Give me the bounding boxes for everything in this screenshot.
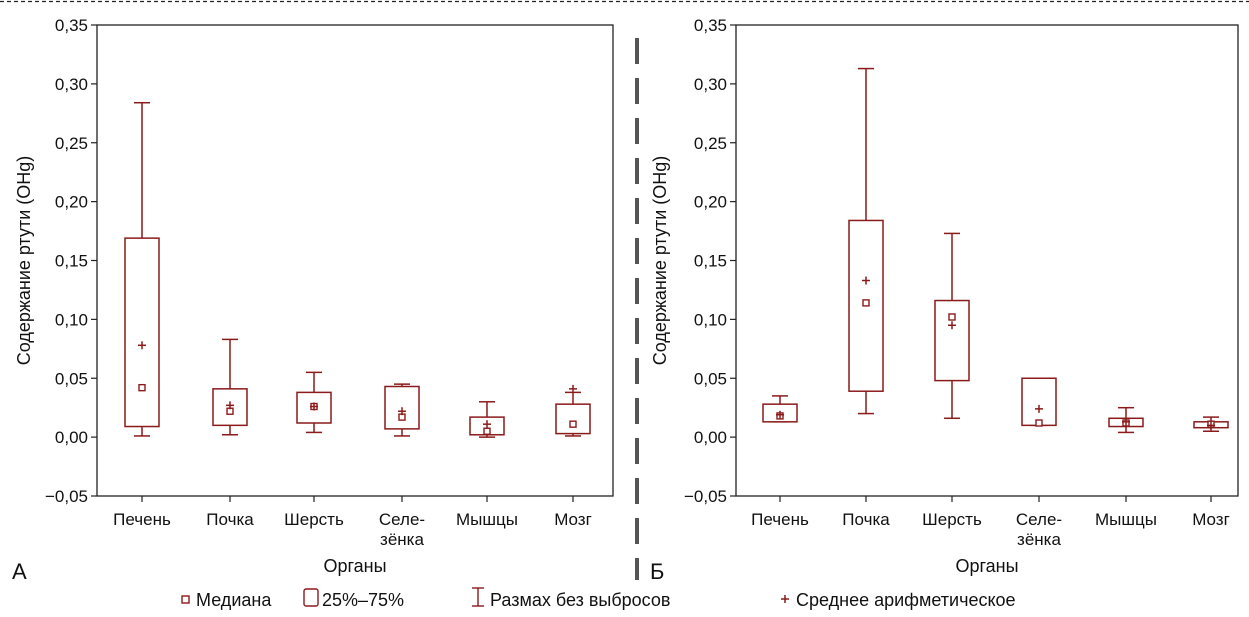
y-axis-label: Содержание ртути (ОНg)	[650, 156, 670, 366]
y-tick-label: 0,05	[694, 369, 727, 388]
y-tick-label: 0,20	[55, 193, 88, 212]
median-marker	[138, 383, 146, 392]
y-tick-label: 0,10	[694, 310, 727, 329]
whisker-icon	[472, 587, 484, 607]
y-axis-label: Содержание ртути (ОНg)	[14, 156, 34, 366]
x-tick-label-line: Мышцы	[1095, 510, 1157, 529]
x-tick-label: Мышцы	[1095, 510, 1157, 529]
x-tick-label: Мышцы	[456, 510, 518, 529]
box-1: Печень	[751, 395, 809, 529]
median-marker	[862, 299, 870, 307]
median-marker	[569, 420, 577, 428]
y-tick-label: 0,10	[55, 310, 88, 329]
iqr-box	[1021, 377, 1057, 427]
median-marker	[948, 313, 956, 321]
x-tick-label-line: Печень	[113, 510, 171, 529]
iqr-box	[124, 237, 160, 428]
box-5: Мышцы	[1095, 406, 1157, 529]
box-rect-icon	[303, 588, 319, 607]
x-tick-label-line: зёнка	[1017, 530, 1061, 549]
plot-frame	[96, 24, 614, 497]
iqr-box	[934, 299, 970, 382]
x-axis-label: Органы	[323, 556, 386, 576]
box-2: Почка	[842, 67, 890, 529]
box-3: Шерсть	[922, 232, 982, 529]
y-tick-label: 0,25	[55, 134, 88, 153]
x-tick-label-line: Мозг	[554, 510, 592, 529]
y-tick-label: 0,15	[694, 252, 727, 271]
box-4: Селе-зёнка	[1016, 377, 1062, 549]
x-tick-label-line: Печень	[751, 510, 809, 529]
x-tick-label: Селе-зёнка	[1016, 510, 1062, 549]
chart-panel-1: −0,05 0,00 0,05 0,10 0,15 0,20 0,25 0,30 0,35 Сод…	[12, 16, 614, 584]
iqr-box	[555, 403, 591, 435]
x-tick-label: Шерсть	[284, 510, 344, 529]
legend-label: 25%–75%	[322, 590, 404, 610]
y-tick-label: 0,25	[694, 134, 727, 153]
y-tick-label: 0,30	[694, 75, 727, 94]
y-tick-label: 0,35	[55, 16, 88, 35]
x-tick-label: Шерсть	[922, 510, 982, 529]
plot-frame	[735, 24, 1239, 497]
x-tick-label: Селе-зёнка	[379, 510, 425, 549]
chart-panel-2: −0,05 0,00 0,05 0,10 0,15 0,20 0,25 0,30 0,35 Сод…	[650, 16, 1239, 584]
median-marker	[1035, 419, 1043, 427]
x-tick-label: Почка	[206, 510, 254, 529]
y-tick-label: 0,20	[694, 193, 727, 212]
y-tick-label: 0,00	[55, 428, 88, 447]
x-tick-label: Печень	[113, 510, 171, 529]
box-6: Мозг	[1192, 416, 1230, 529]
x-tick-label-line: Мышцы	[456, 510, 518, 529]
x-tick-label-line: зёнка	[380, 530, 424, 549]
x-tick-label-line: Селе-	[1016, 510, 1062, 529]
x-tick-label: Мозг	[554, 510, 592, 529]
median-square-icon	[181, 595, 190, 604]
box-5: Мышцы	[456, 401, 518, 529]
median-marker	[483, 427, 491, 435]
x-tick-label: Мозг	[1192, 510, 1230, 529]
y-tick-label: 0,05	[55, 369, 88, 388]
x-tick-label: Почка	[842, 510, 890, 529]
x-tick-label-line: Шерсть	[284, 510, 344, 529]
legend: Медиана 25%–75% Размах без выбросов Среднее…	[181, 587, 1016, 610]
x-tick-label: Печень	[751, 510, 809, 529]
x-tick-label-line: Почка	[206, 510, 254, 529]
legend-item: Среднее арифметическое	[781, 590, 1016, 610]
legend-label: Медиана	[196, 590, 272, 610]
panel-label: Б	[650, 559, 664, 584]
box-3: Шерсть	[284, 371, 344, 529]
x-tick-label-line: Селе-	[379, 510, 425, 529]
legend-label: Среднее арифметическое	[796, 590, 1016, 610]
box-4: Селе-зёнка	[379, 383, 425, 549]
legend-item: 25%–75%	[303, 588, 404, 610]
y-tick-label: −0,05	[684, 487, 727, 506]
y-tick-label: 0,00	[694, 428, 727, 447]
box-6: Мозг	[554, 384, 592, 529]
plus-icon	[781, 595, 789, 603]
y-tick-label: 0,35	[694, 16, 727, 35]
box-1: Печень	[113, 101, 171, 529]
y-tick-label: 0,30	[55, 75, 88, 94]
x-axis-label: Органы	[955, 556, 1018, 576]
box-2: Почка	[206, 338, 254, 529]
x-tick-label-line: Шерсть	[922, 510, 982, 529]
legend-item: Размах без выбросов	[472, 587, 670, 610]
x-tick-label-line: Мозг	[1192, 510, 1230, 529]
legend-label: Размах без выбросов	[490, 590, 670, 610]
panel-label: А	[12, 559, 27, 584]
y-tick-label: 0,15	[55, 252, 88, 271]
x-tick-label-line: Почка	[842, 510, 890, 529]
legend-item: Медиана	[181, 590, 272, 610]
y-tick-label: −0,05	[45, 487, 88, 506]
